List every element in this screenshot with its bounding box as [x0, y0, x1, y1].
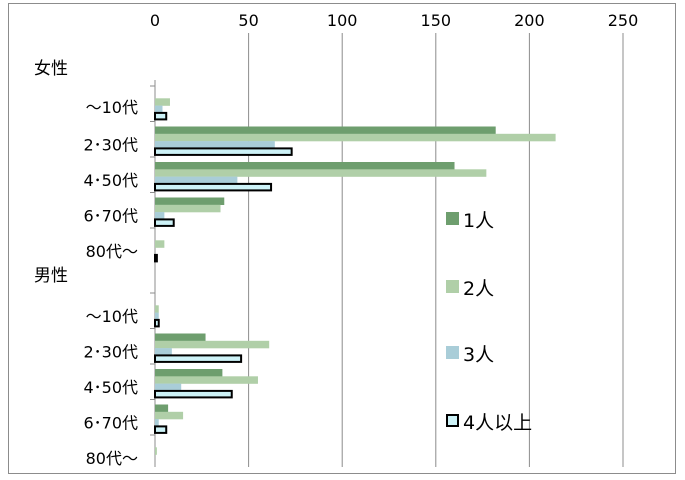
bar-3: [155, 176, 238, 185]
category-label: 4･50代: [83, 378, 138, 397]
category-label: 80代～: [86, 242, 138, 261]
legend-swatch: [446, 346, 459, 359]
bars: [154, 98, 556, 455]
bar-2: [155, 411, 184, 420]
x-tick-label: 150: [421, 11, 452, 30]
bar-2: [155, 340, 270, 349]
bar-1: [155, 333, 206, 341]
bar-1: [155, 126, 496, 134]
bar-4: [154, 354, 243, 363]
bar-3: [155, 105, 163, 114]
legend-label: 1人: [463, 210, 494, 232]
bar-3: [155, 312, 159, 321]
bar-3: [155, 348, 172, 356]
legend-label: 3人: [463, 344, 494, 366]
x-tick-label: 0: [150, 11, 160, 30]
bar-1: [155, 369, 223, 377]
bar-2: [155, 204, 221, 213]
bar-1: [155, 404, 169, 412]
bar-3: [155, 212, 165, 220]
legend-label: 4人以上: [463, 412, 532, 434]
legend-swatch: [446, 414, 459, 427]
bar-4: [154, 253, 158, 263]
legend-swatch: [446, 212, 459, 225]
legend-label: 2人: [463, 278, 494, 300]
group-label: 男性: [34, 266, 68, 286]
bar-3: [155, 141, 275, 149]
group-label: 女性: [34, 59, 68, 79]
bar-4: [154, 425, 168, 434]
bar-2: [155, 240, 165, 248]
gridlines: [248, 33, 624, 467]
x-tick-label: 100: [327, 11, 358, 30]
bar-2: [155, 133, 556, 142]
bar-4: [154, 218, 175, 227]
bar-3: [155, 383, 182, 392]
category-label: 6･70代: [83, 414, 138, 433]
x-tick-label: 200: [514, 11, 545, 30]
legend: 1人 2人 3人 4人以上: [446, 210, 532, 434]
bar-4: [154, 111, 168, 121]
bar-2: [155, 169, 487, 177]
bar-3: [155, 419, 159, 427]
category-label: ～10代: [86, 98, 138, 117]
bar-2: [155, 376, 258, 384]
bar-1: [155, 197, 225, 205]
bar-4: [154, 389, 233, 399]
category-label: 2･30代: [83, 343, 138, 362]
bar-2: [155, 98, 170, 106]
labels: 0 50 100 150 200 250 女性 ～10代 2･30代 4･50代 6･70代 80代～…: [34, 11, 638, 468]
category-label: 2･30代: [83, 136, 138, 155]
category-label: 4･50代: [83, 171, 138, 190]
bar-2: [155, 305, 159, 313]
x-tick-label: 50: [238, 11, 258, 30]
bar-4: [154, 147, 293, 156]
category-label: ～10代: [86, 307, 138, 326]
legend-swatch: [446, 280, 459, 293]
bar-4: [154, 318, 160, 328]
category-label: 6･70代: [83, 207, 138, 226]
category-label: 80代～: [86, 449, 138, 468]
x-tick-label: 250: [608, 11, 639, 30]
bar-4: [154, 182, 273, 192]
bar-1: [155, 162, 455, 170]
bar-2: [155, 447, 157, 455]
